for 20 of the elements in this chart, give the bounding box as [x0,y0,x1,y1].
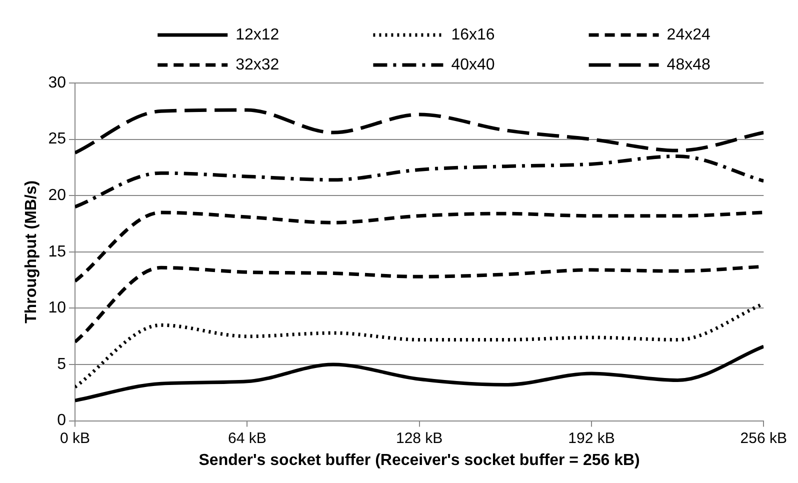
y-tick-label: 20 [48,187,66,204]
x-tick-label: 128 kB [396,430,443,447]
x-tick-label: 192 kB [568,430,615,447]
y-tick-label: 25 [48,130,66,148]
y-tick-label: 10 [48,300,66,317]
legend-label: 48x48 [666,56,710,74]
legend-label: 12x12 [236,26,280,44]
y-tick-label: 15 [48,243,66,260]
legend-label: 32x32 [236,56,280,74]
legend-label: 24x24 [666,26,710,44]
y-axis-title: Throughput (MB/s) [23,180,40,324]
x-axis-title: Sender's socket buffer (Receiver's socket buffer = 256 kB) [198,452,640,469]
legend-label: 40x40 [451,56,495,74]
x-tick-label: 256 kB [740,430,787,447]
y-tick-label: 30 [48,74,66,92]
x-tick-label: 64 kB [228,430,266,447]
x-tick-label: 0 kB [60,430,90,447]
legend-label: 16x16 [451,26,495,44]
y-tick-label: 5 [57,356,66,373]
y-tick-label: 0 [57,412,66,430]
